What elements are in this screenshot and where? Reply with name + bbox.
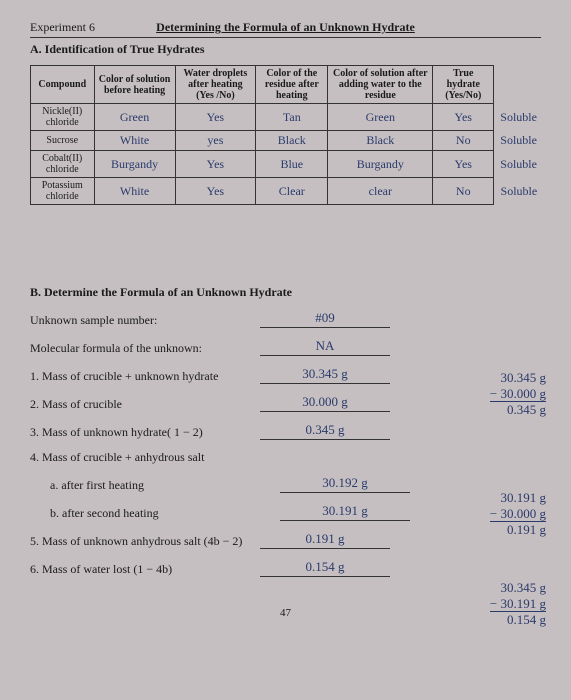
experiment-number: Experiment 6 [30,20,95,35]
cell: yes [175,131,256,151]
calc-b: − 30.000 g [490,386,546,403]
cell-extra: Soluble [494,104,541,131]
calc-r: 0.154 g [490,612,546,628]
cell-compound: Potassium chloride [31,178,95,205]
cell: White [94,131,175,151]
cell: Yes [433,104,494,131]
calc-2: 30.191 g − 30.000 g 0.191 g [490,490,546,538]
calc-1: 30.345 g − 30.000 g 0.345 g [490,370,546,418]
cell: Burgandy [328,151,433,178]
col-color-residue: Color of the residue after heating [256,66,328,104]
calc-a: 30.191 g [490,490,546,506]
calc-a: 30.345 g [490,580,546,596]
item-label: 4. Mass of crucible + anhydrous salt [30,450,260,465]
item-label: 2. Mass of crucible [30,397,260,412]
cell: Blue [256,151,328,178]
cell: Clear [256,178,328,205]
item-label: a. after first heating [30,478,280,493]
calc-b: − 30.000 g [490,506,546,523]
cell: Yes [175,104,256,131]
col-compound: Compound [31,66,95,104]
calc-3: 30.345 g − 30.191 g 0.154 g [490,580,546,628]
cell-compound: Nickle(II) chloride [31,104,95,131]
cell: Yes [433,151,494,178]
table-row: Potassium chloride White Yes Clear clear… [31,178,541,205]
cell: Tan [256,104,328,131]
item-label: Molecular formula of the unknown: [30,341,260,356]
calc-a: 30.345 g [490,370,546,386]
cell: White [94,178,175,205]
table-row: Sucrose White yes Black Black No Soluble [31,131,541,151]
item-value: 0.345 g [260,422,390,440]
item-label: b. after second heating [30,506,280,521]
item-value: #09 [260,310,390,328]
hydrate-table: Compound Color of solution before heatin… [30,65,541,205]
cell: Black [256,131,328,151]
cell-extra: Soluble [494,131,541,151]
section-b-label: B. Determine the Formula of an Unknown H… [30,285,541,300]
item-label: 3. Mass of unknown hydrate( 1 − 2) [30,425,260,440]
calc-r: 0.345 g [490,402,546,418]
page-header: Experiment 6 Determining the Formula of … [30,20,541,38]
cell: Yes [175,151,256,178]
item-value: 30.345 g [260,366,390,384]
col-true-hydrate: True hydrate (Yes/No) [433,66,494,104]
item-value: 0.191 g [260,531,390,549]
section-a-label: A. Identification of True Hydrates [30,42,541,57]
cell: Green [328,104,433,131]
cell-extra: Soluble [494,151,541,178]
table-row: Cobalt(II) chloride Burgandy Yes Blue Bu… [31,151,541,178]
item-value: 30.191 g [280,503,410,521]
cell: No [433,178,494,205]
cell-compound: Cobalt(II) chloride [31,151,95,178]
item-value: 30.000 g [260,394,390,412]
item-label: Unknown sample number: [30,313,260,328]
item-value: 30.192 g [280,475,410,493]
item-value: 0.154 g [260,559,390,577]
item-label: 1. Mass of crucible + unknown hydrate [30,369,260,384]
page-number: 47 [30,607,541,619]
cell: clear [328,178,433,205]
item-label: 6. Mass of water lost (1 − 4b) [30,562,260,577]
cell: Burgandy [94,151,175,178]
col-droplets: Water droplets after heating (Yes /No) [175,66,256,104]
section-b: B. Determine the Formula of an Unknown H… [30,285,541,577]
cell: Black [328,131,433,151]
cell-compound: Sucrose [31,131,95,151]
col-color-before: Color of solution before heating [94,66,175,104]
cell: Green [94,104,175,131]
cell-extra: Soluble [494,178,541,205]
item-value: NA [260,338,390,356]
experiment-title: Determining the Formula of an Unknown Hy… [156,20,415,35]
table-row: Nickle(II) chloride Green Yes Tan Green … [31,104,541,131]
item-label: 5. Mass of unknown anhydrous salt (4b − … [30,534,260,549]
calc-b: − 30.191 g [490,596,546,613]
cell: No [433,131,494,151]
col-color-after: Color of solution after adding water to … [328,66,433,104]
cell: Yes [175,178,256,205]
calc-r: 0.191 g [490,522,546,538]
